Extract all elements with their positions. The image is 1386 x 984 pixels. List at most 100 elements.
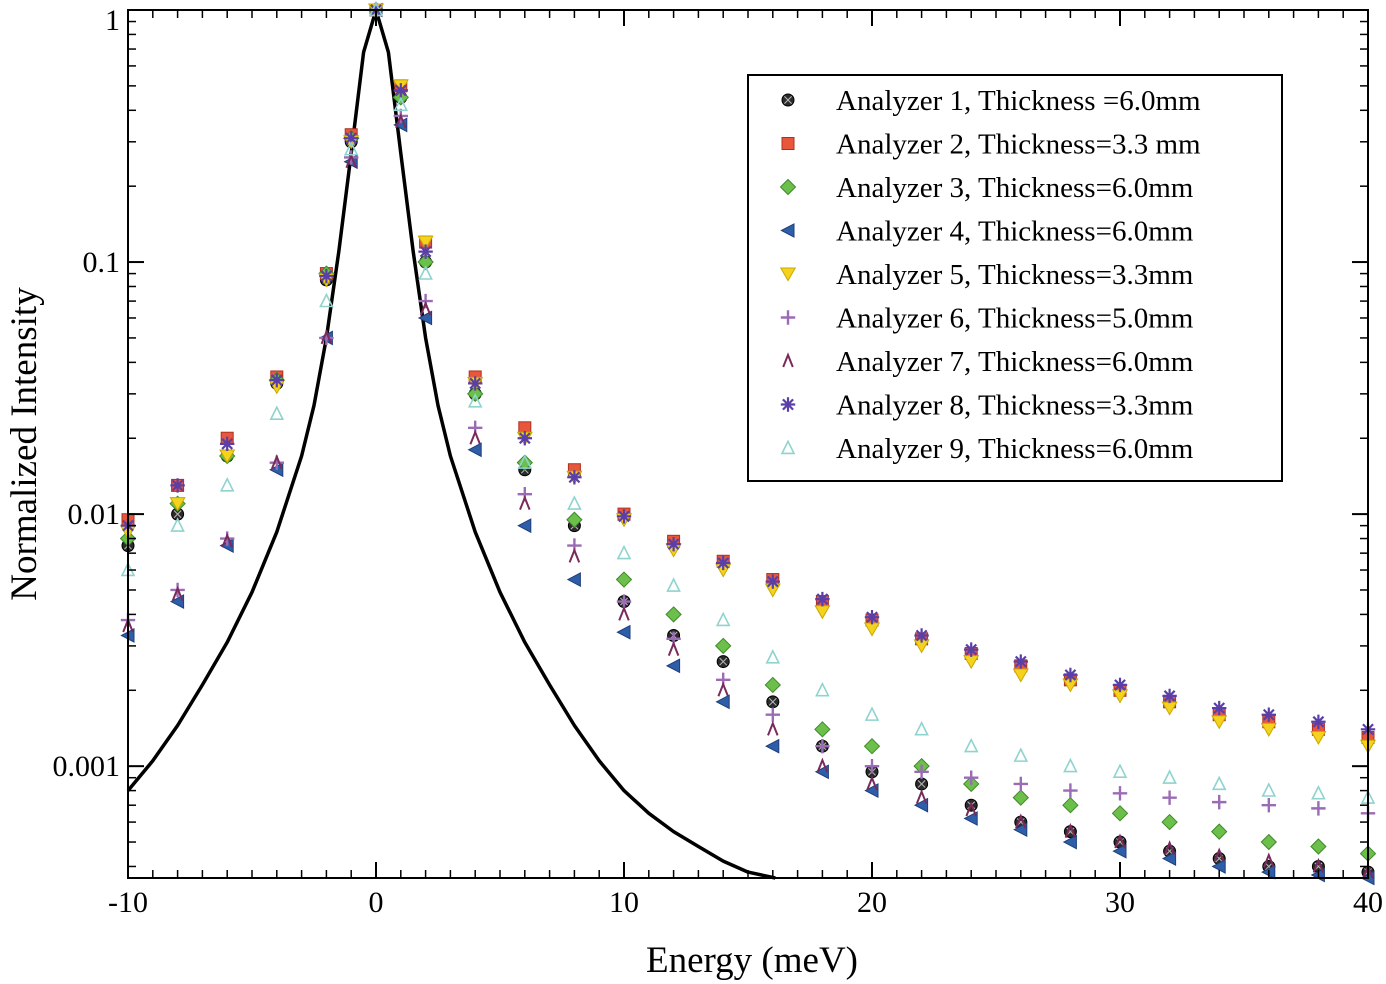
- series-1-point-hatch: [768, 697, 777, 706]
- series-3-point: [566, 511, 583, 528]
- series-4-point: [566, 572, 581, 587]
- series-7-point: [519, 494, 531, 511]
- x-axis-label: Energy (meV): [646, 940, 858, 981]
- series-8-point: [517, 431, 532, 446]
- series-8-point: [616, 509, 632, 524]
- series-8-point: [914, 628, 929, 643]
- series-3-point: [714, 637, 732, 655]
- series-8-point: [1162, 688, 1177, 704]
- series-9-point: [170, 517, 185, 532]
- series-8-point: [815, 591, 830, 607]
- series-3-point: [1260, 833, 1278, 851]
- series-7-point: [1015, 813, 1027, 829]
- series-3: [119, 1, 1377, 862]
- series-8-point: [765, 574, 780, 589]
- series-5-point: [1012, 668, 1029, 683]
- series-6-point: [1162, 790, 1177, 805]
- series-9-point: [1162, 769, 1177, 784]
- series-7-point: [395, 113, 407, 129]
- series-9-point: [393, 96, 409, 112]
- series-1-point: [766, 695, 780, 709]
- series-1-point-hatch: [917, 780, 926, 788]
- series-6-point: [765, 707, 780, 722]
- series-7-point: [1114, 833, 1126, 849]
- series-9-point: [1063, 757, 1078, 773]
- legend-marker-6: [780, 310, 796, 325]
- y-tick-label: 0.001: [53, 750, 121, 783]
- series-7-point: [667, 640, 680, 656]
- series-5-point: [169, 497, 186, 512]
- series-8-point: [716, 555, 731, 571]
- legend-marker-4: [780, 223, 795, 238]
- legend-marker-5: [779, 267, 797, 282]
- y-tick-label: 0.1: [83, 246, 121, 279]
- series-9-point: [666, 577, 681, 592]
- series-6-point: [1212, 794, 1227, 810]
- series-6-point: [1311, 801, 1326, 816]
- series-7-point: [618, 605, 630, 621]
- series-4-point: [1112, 843, 1127, 859]
- series-7-point: [1213, 847, 1225, 863]
- legend-marker-1: [781, 93, 795, 107]
- series-9-point: [815, 681, 830, 697]
- series-5-point: [1310, 730, 1327, 746]
- series-8-point: [269, 372, 284, 388]
- series-3-point: [516, 454, 534, 471]
- legend: Analyzer 1, Thickness =6.0mm Analyzer 2, …: [747, 74, 1283, 482]
- series-8-point: [1063, 667, 1078, 683]
- y-tick-label: 0.01: [68, 498, 121, 531]
- legend-label-9: Analyzer 9, Thickness=6.0mm: [836, 433, 1194, 465]
- legend-marker-9: [780, 439, 796, 455]
- series-9-point: [467, 393, 483, 408]
- series-4-point: [913, 797, 929, 813]
- series-1-point: [915, 777, 929, 791]
- series-8-point: [468, 376, 483, 391]
- series-8-point: [418, 244, 433, 259]
- series-9-point: [715, 611, 731, 627]
- series-9-point: [343, 140, 359, 156]
- series-6-point: [1063, 783, 1078, 798]
- series-7-point: [320, 329, 333, 345]
- series-3-point: [764, 676, 782, 694]
- series-3-point: [1310, 838, 1327, 855]
- legend-label-8: Analyzer 8, Thickness=3.3mm: [836, 390, 1194, 422]
- series-9-point: [1013, 747, 1029, 762]
- series-7-point: [1312, 857, 1325, 873]
- x-tick-label: 30: [1105, 886, 1135, 919]
- series-3-point: [863, 737, 881, 755]
- series-8-point: [567, 470, 582, 485]
- legend-label-2: Analyzer 2, Thickness=3.3 mm: [836, 129, 1201, 161]
- series-7-point: [717, 681, 729, 697]
- series-7-point: [915, 788, 928, 805]
- series-8-point: [864, 609, 880, 625]
- series-8-point: [393, 83, 408, 98]
- series-1-point: [716, 655, 730, 669]
- legend-marker-1-hatch: [784, 96, 792, 104]
- series-3-point: [814, 721, 831, 738]
- series-8-point: [220, 436, 235, 452]
- series-3-point: [665, 606, 682, 623]
- series-9-point: [567, 495, 582, 510]
- axes: -10 0 10 20 30 40 0.001 0.01 0.1 1: [53, 4, 1384, 919]
- series-6-point: [815, 739, 830, 754]
- series-7-point: [1064, 822, 1077, 838]
- series-1-point-hatch: [173, 510, 182, 519]
- series-8-point: [1311, 714, 1326, 729]
- series-8-point: [964, 642, 979, 657]
- y-axis-label: Normalized Intensity: [4, 287, 45, 601]
- series-9-point: [269, 405, 285, 421]
- series-4-point: [1211, 859, 1226, 874]
- series-9-point: [765, 649, 781, 664]
- series-7-point: [816, 757, 829, 773]
- legend-label-6: Analyzer 6, Thickness=5.0mm: [836, 303, 1194, 335]
- series-3-point: [1062, 797, 1079, 814]
- legend-label-5: Analyzer 5, Thickness=3.3mm: [836, 259, 1194, 291]
- series-3-point: [615, 571, 633, 588]
- legend-marker-8: [780, 397, 796, 412]
- legend-label-4: Analyzer 4, Thickness=6.0mm: [836, 216, 1194, 248]
- series-4-point: [665, 658, 681, 674]
- legend-label-3: Analyzer 3, Thickness=6.0mm: [836, 172, 1194, 204]
- series-3-point: [1111, 805, 1129, 822]
- series-7-point: [767, 720, 779, 736]
- series-9-point: [1311, 784, 1326, 800]
